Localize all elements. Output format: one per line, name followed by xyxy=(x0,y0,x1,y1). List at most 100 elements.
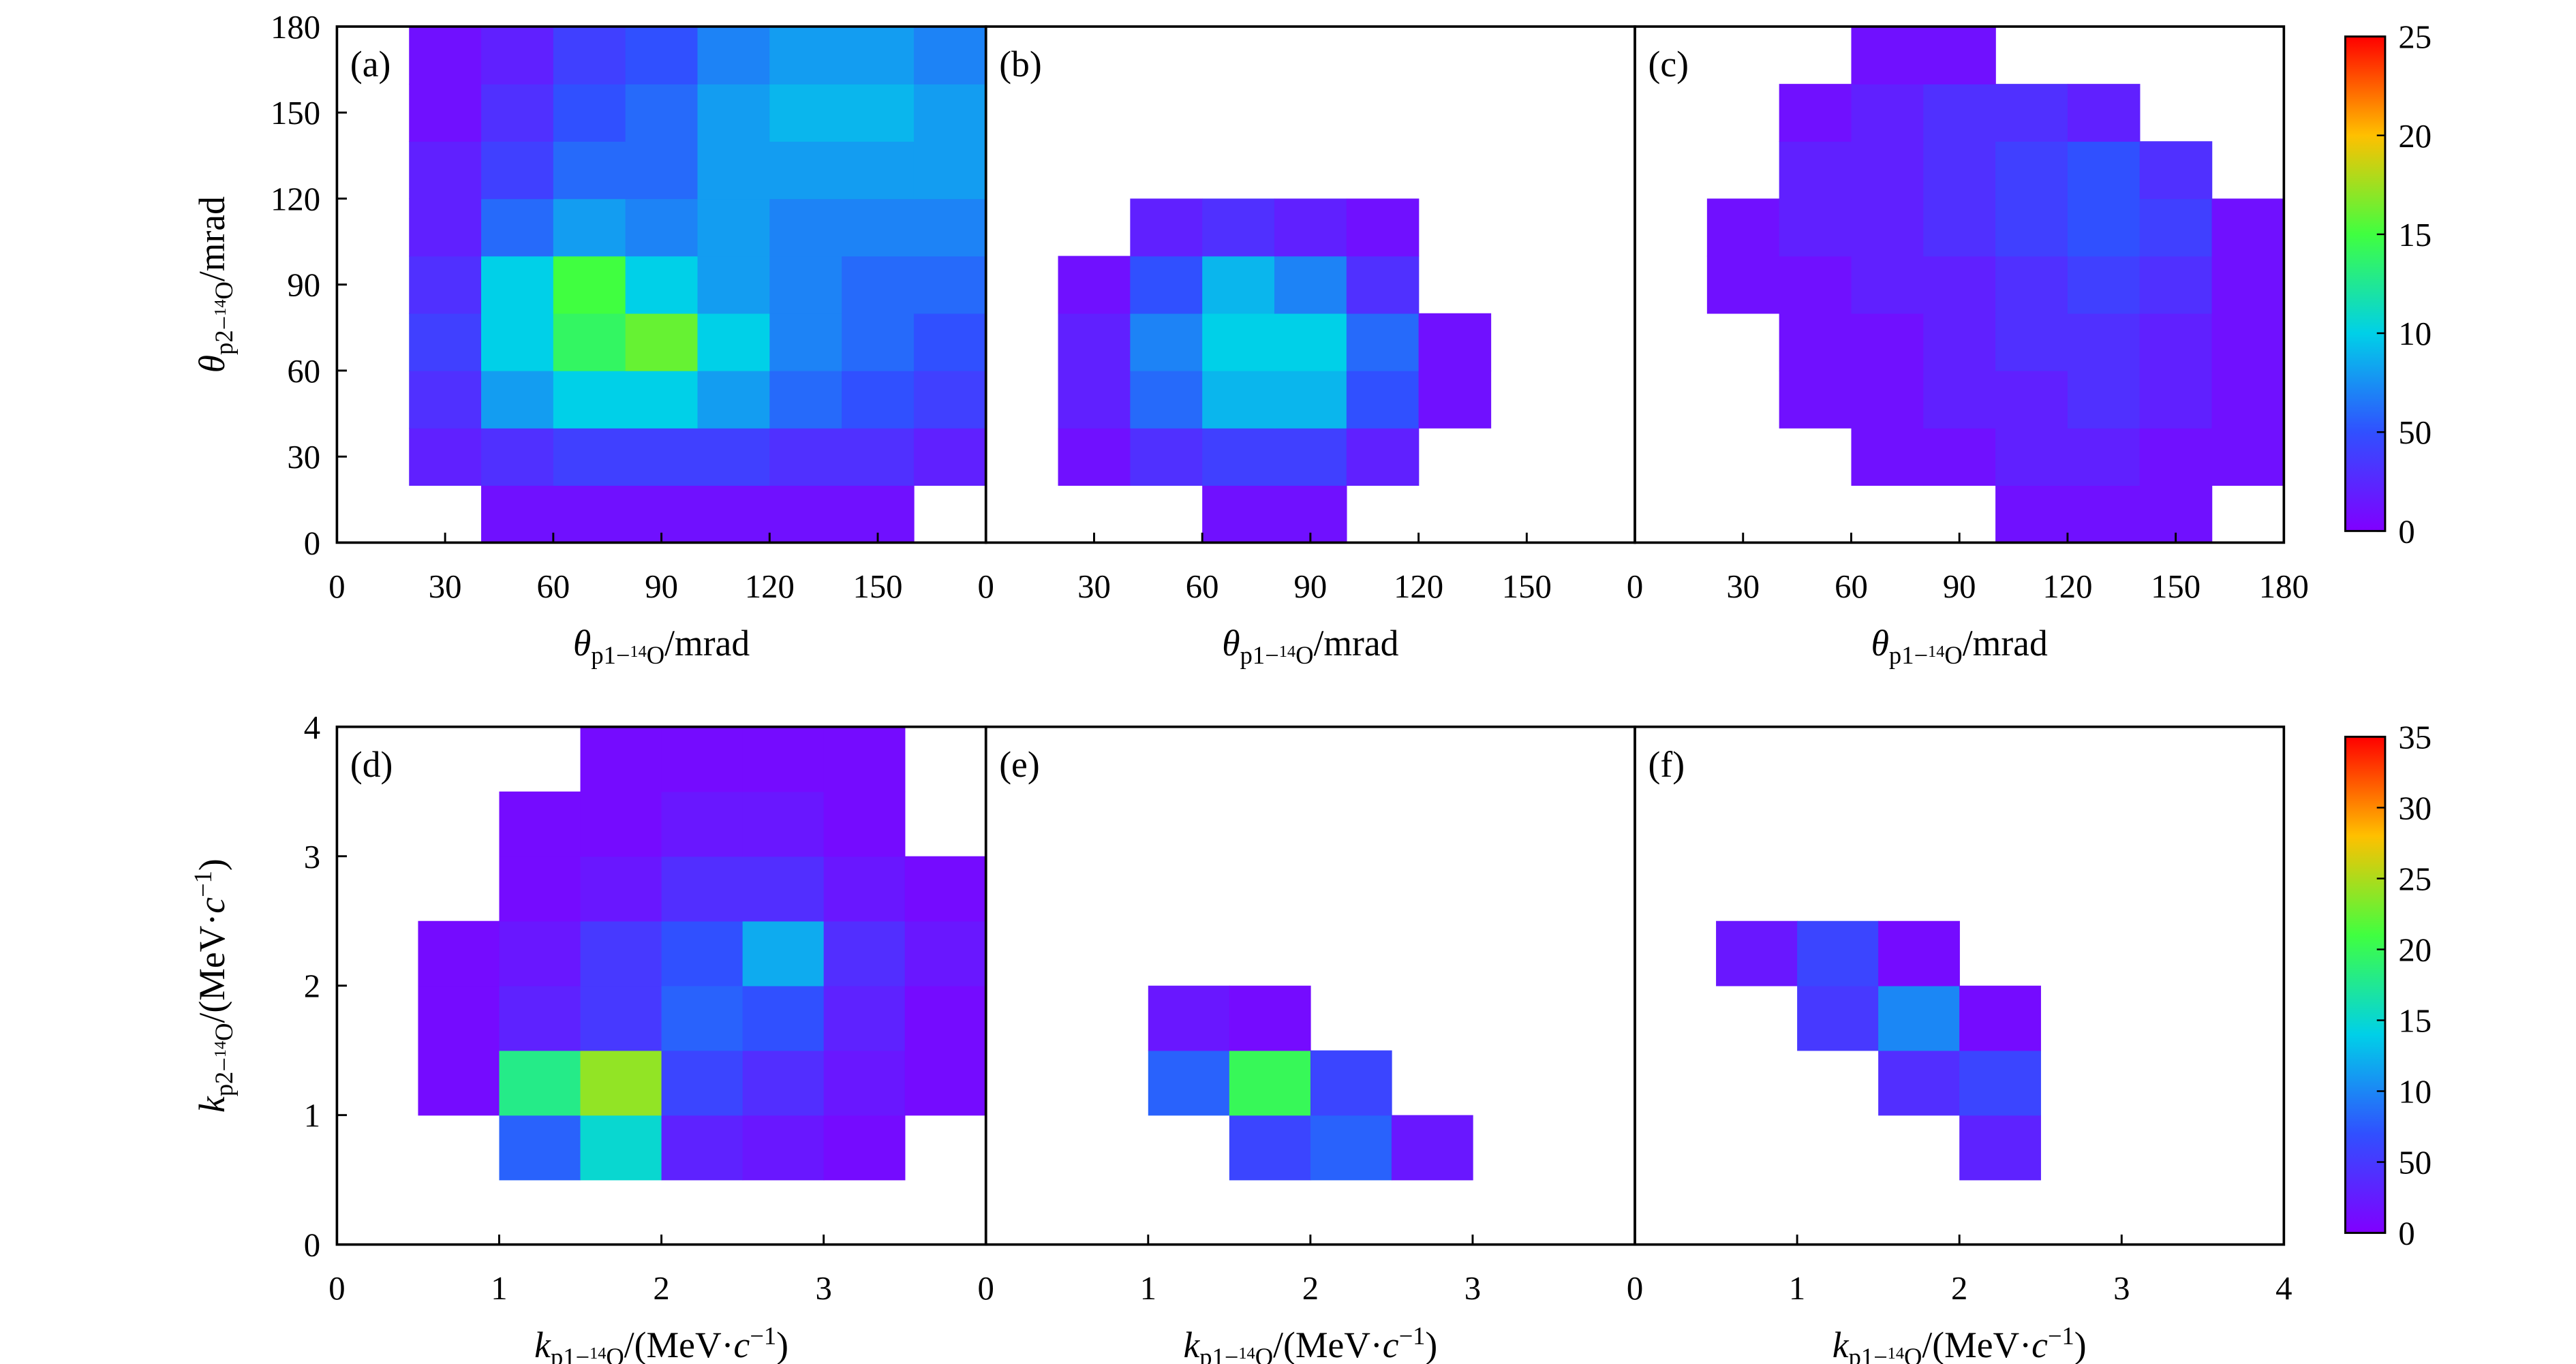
colorbar-tick-label: 50 xyxy=(2398,1145,2432,1181)
heat-cell xyxy=(1779,370,1852,429)
panel-label: (f) xyxy=(1649,744,1685,785)
heat-cell xyxy=(842,198,915,257)
heat-cell xyxy=(499,856,581,922)
heat-cell xyxy=(742,791,825,857)
heat-cell xyxy=(913,141,987,200)
x-tick-label: 60 xyxy=(1186,568,1219,605)
label-part: O xyxy=(606,1343,624,1364)
heat-cell xyxy=(1706,255,1780,314)
colorbar-tick-label: 35 xyxy=(2398,719,2432,756)
heat-cell xyxy=(1310,1050,1392,1116)
heat-cell xyxy=(553,255,626,314)
label-part: O xyxy=(210,281,238,299)
heat-cell xyxy=(661,791,743,857)
label-part: 14 xyxy=(1238,1345,1255,1363)
heat-cell xyxy=(1923,141,1996,200)
colorbar-tick-label: 50 xyxy=(2398,414,2432,451)
heat-cell xyxy=(1058,370,1131,429)
heat-cell xyxy=(1851,198,1925,257)
heat-cell xyxy=(409,198,482,257)
label-part: p2− xyxy=(210,316,238,355)
label-part: ) xyxy=(2074,1324,2087,1364)
label-part: −1 xyxy=(188,871,216,897)
heat-cell xyxy=(481,255,554,314)
heat-cell xyxy=(904,920,987,987)
heat-cell xyxy=(913,370,987,429)
heat-cell xyxy=(481,141,554,200)
heat-cell xyxy=(1202,370,1275,429)
heat-cell xyxy=(697,255,771,314)
label-part: 14 xyxy=(1279,642,1295,661)
x-tick-label: 90 xyxy=(645,568,678,605)
axis-label: θp1−14O/mrad xyxy=(1871,623,2048,669)
x-tick-label: 4 xyxy=(2275,1270,2292,1307)
heat-cell xyxy=(913,428,987,486)
heat-cell xyxy=(742,985,825,1051)
heat-cell xyxy=(913,198,987,257)
heat-cell xyxy=(1229,1115,1311,1181)
x-tick-label: 60 xyxy=(1835,568,1868,605)
heat-cell xyxy=(769,84,842,142)
heat-cell xyxy=(580,726,662,792)
heat-cell xyxy=(2067,255,2141,314)
label-part: 14 xyxy=(211,1041,230,1057)
heat-cell xyxy=(1202,198,1275,257)
y-tick-label: 150 xyxy=(271,95,320,131)
heat-cell xyxy=(625,26,699,84)
label-part: c xyxy=(1383,1324,1399,1364)
label-part: /mrad xyxy=(1963,623,2048,664)
heat-cell xyxy=(580,985,662,1051)
heat-cell xyxy=(742,856,825,922)
heat-cell xyxy=(418,920,500,987)
y-tick-label: 3 xyxy=(304,839,320,875)
heat-cell xyxy=(580,1050,662,1116)
heat-cell xyxy=(580,920,662,987)
label-part: /(MeV· xyxy=(624,1324,734,1364)
x-tick-label: 0 xyxy=(978,1270,994,1307)
label-part: k xyxy=(1833,1324,1850,1364)
heat-cell xyxy=(409,428,482,486)
heat-cell xyxy=(661,1115,743,1181)
heat-cell xyxy=(1391,1115,1473,1181)
heat-cell xyxy=(2067,141,2141,200)
heat-cell xyxy=(661,726,743,792)
heat-cell xyxy=(697,428,771,486)
heat-cell xyxy=(1959,1115,2041,1181)
axis-label: kp1−14O/(MeV·c−1) xyxy=(534,1322,788,1364)
heat-cell xyxy=(913,255,987,314)
label-part: p1− xyxy=(1199,1343,1238,1364)
heat-cell xyxy=(2211,198,2285,257)
heat-cell xyxy=(1995,84,2068,142)
x-tick-label: 0 xyxy=(328,1270,345,1307)
heat-cell xyxy=(1130,313,1203,371)
heat-cell xyxy=(625,428,699,486)
heat-cell xyxy=(913,26,987,84)
heat-cell xyxy=(418,1050,500,1116)
label-part: O xyxy=(210,1023,238,1040)
heat-cell xyxy=(842,84,915,142)
heat-cell xyxy=(769,485,842,544)
colorbar-tick-label: 0 xyxy=(2398,513,2414,550)
heat-cell xyxy=(1779,313,1852,371)
heat-cell xyxy=(481,485,554,544)
heat-cell xyxy=(1202,313,1275,371)
heat-cell xyxy=(625,198,699,257)
label-part: p1− xyxy=(591,641,630,669)
label-part: θ xyxy=(573,623,591,664)
heat-cell xyxy=(409,26,482,84)
heat-cell xyxy=(1130,255,1203,314)
heat-cell xyxy=(481,428,554,486)
x-tick-label: 60 xyxy=(537,568,570,605)
heat-cell xyxy=(1995,313,2068,371)
heat-cell xyxy=(1995,485,2068,544)
heat-cell xyxy=(2067,313,2141,371)
heat-cell xyxy=(823,791,906,857)
heat-cell xyxy=(769,26,842,84)
y-tick-label: 180 xyxy=(271,9,320,46)
heat-cell xyxy=(769,198,842,257)
heat-cell xyxy=(1130,198,1203,257)
heat-cell xyxy=(2139,370,2213,429)
label-part: −1 xyxy=(1399,1322,1426,1350)
heat-cell xyxy=(481,313,554,371)
heat-cell xyxy=(1923,198,1996,257)
